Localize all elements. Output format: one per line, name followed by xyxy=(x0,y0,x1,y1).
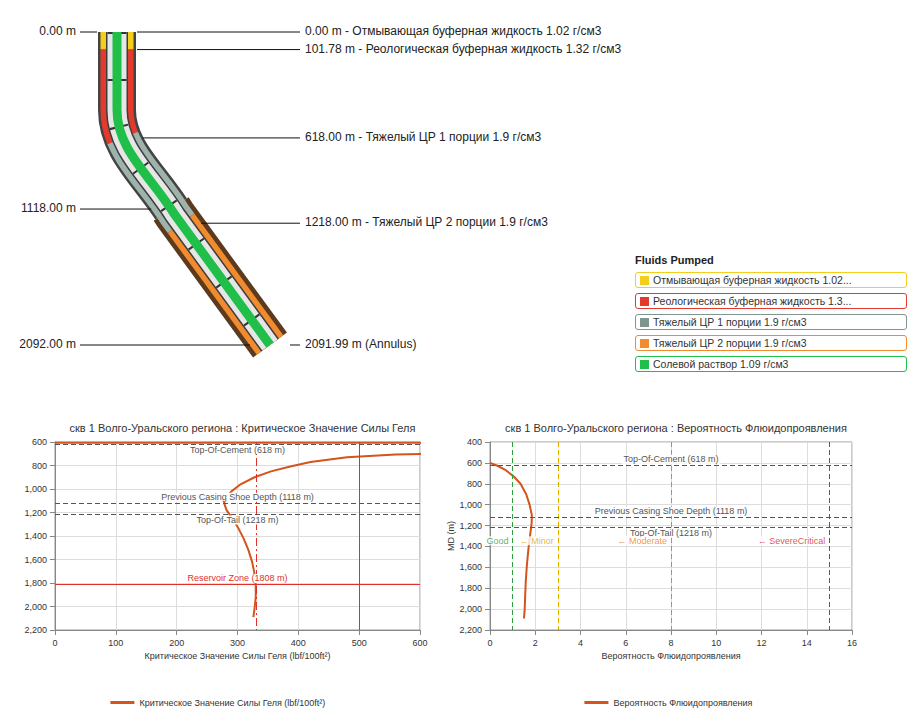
svg-text:101.78 m - Реологическая буфер: 101.78 m - Реологическая буферная жидкос… xyxy=(305,42,621,56)
svg-text:1,800: 1,800 xyxy=(24,578,47,588)
svg-text:Вероятность Флюидопроявления: Вероятность Флюидопроявления xyxy=(601,651,740,661)
svg-text:600: 600 xyxy=(467,458,482,468)
html-text:Тяжелый ЦР 1 порции 1.9 г/см3: Тяжелый ЦР 1 порции 1.9 г/см3 xyxy=(653,316,807,328)
svg-text:2,000: 2,000 xyxy=(459,604,482,614)
html-text:Fluids Pumped: Fluids Pumped xyxy=(635,254,714,266)
html-text:Реологическая буферная жидкост: Реологическая буферная жидкость 1.3... xyxy=(653,295,852,307)
svg-text:1,600: 1,600 xyxy=(24,555,47,565)
svg-text:1218.00 m - Тяжелый ЦР 2 порци: 1218.00 m - Тяжелый ЦР 2 порции 1.9 г/см… xyxy=(305,215,548,229)
svg-text:Критическое Значение Силы Геля: Критическое Значение Силы Геля (lbf/100f… xyxy=(145,651,331,661)
svg-text:1,200: 1,200 xyxy=(459,521,482,531)
svg-text:2091.99 m (Annulus): 2091.99 m (Annulus) xyxy=(305,337,416,351)
svg-text:MD (m): MD (m) xyxy=(446,521,456,551)
svg-text:0.00 m: 0.00 m xyxy=(39,24,76,38)
svg-text:16: 16 xyxy=(847,638,857,648)
svg-text:1,600: 1,600 xyxy=(459,562,482,572)
svg-text:10: 10 xyxy=(711,638,721,648)
svg-text:1,400: 1,400 xyxy=(459,541,482,551)
svg-text:1,200: 1,200 xyxy=(24,508,47,518)
svg-text:14: 14 xyxy=(802,638,812,648)
svg-text:← SevereCritical: ← SevereCritical xyxy=(758,536,826,546)
svg-text:600: 600 xyxy=(32,437,47,447)
svg-text:800: 800 xyxy=(467,479,482,489)
svg-text:1118.00 m: 1118.00 m xyxy=(21,201,76,215)
svg-text:200: 200 xyxy=(169,638,184,648)
svg-text:Top-Of-Tail (1218 m): Top-Of-Tail (1218 m) xyxy=(196,515,278,525)
svg-text:Reservoir Zone (1808 m): Reservoir Zone (1808 m) xyxy=(187,573,287,583)
svg-text:2092.00 m: 2092.00 m xyxy=(19,337,76,351)
svg-text:2,000: 2,000 xyxy=(24,602,47,612)
svg-text:0: 0 xyxy=(487,638,492,648)
svg-text:2: 2 xyxy=(533,638,538,648)
svg-text:400: 400 xyxy=(291,638,306,648)
svg-text:Top-Of-Cement (618 m): Top-Of-Cement (618 m) xyxy=(623,454,718,464)
svg-text:2,200: 2,200 xyxy=(24,625,47,635)
svg-text:618.00 m - Тяжелый ЦР 1 порции: 618.00 m - Тяжелый ЦР 1 порции 1.9 г/см3 xyxy=(305,130,541,144)
html-text:Отмывающая буферная жидкость 1: Отмывающая буферная жидкость 1.02... xyxy=(653,274,852,286)
svg-text:500: 500 xyxy=(352,638,367,648)
svg-text:Previous Casing Shoe Depth (11: Previous Casing Shoe Depth (1118 m) xyxy=(161,492,314,502)
svg-text:← Minor: ← Minor xyxy=(520,536,554,546)
svg-text:← Moderate: ← Moderate xyxy=(617,536,667,546)
svg-text:12: 12 xyxy=(756,638,766,648)
svg-text:Критическое Значение Силы Геля: Критическое Значение Силы Геля (lbf/100f… xyxy=(139,698,325,708)
svg-text:1,000: 1,000 xyxy=(459,500,482,510)
svg-text:1,800: 1,800 xyxy=(459,583,482,593)
svg-text:0.00 m - Отмывающая буферная ж: 0.00 m - Отмывающая буферная жидкость 1.… xyxy=(305,24,602,38)
svg-text:Вероятность Флюидопроявления: Вероятность Флюидопроявления xyxy=(613,698,752,708)
svg-text:Top-Of-Cement (618 m): Top-Of-Cement (618 m) xyxy=(190,445,285,455)
html-text:Солевой раствор 1.09 г/см3: Солевой раствор 1.09 г/см3 xyxy=(653,358,789,370)
svg-text:100: 100 xyxy=(108,638,123,648)
svg-text:1,000: 1,000 xyxy=(24,484,47,494)
svg-text:Good: Good xyxy=(487,536,509,546)
svg-text:600: 600 xyxy=(412,638,427,648)
svg-text:8: 8 xyxy=(668,638,673,648)
svg-text:1,400: 1,400 xyxy=(24,531,47,541)
svg-text:Top-Of-Tail (1218 m): Top-Of-Tail (1218 m) xyxy=(630,527,712,538)
svg-text:скв 1 Волго-Уральского региона: скв 1 Волго-Уральского региона : Критиче… xyxy=(70,422,416,434)
svg-text:0: 0 xyxy=(52,638,57,648)
svg-text:6: 6 xyxy=(623,638,628,648)
svg-text:4: 4 xyxy=(578,638,583,648)
svg-text:800: 800 xyxy=(32,461,47,471)
html-text:Тяжелый ЦР 2 порции 1.9 г/см3: Тяжелый ЦР 2 порции 1.9 г/см3 xyxy=(653,337,807,349)
svg-text:300: 300 xyxy=(230,638,245,648)
svg-text:2,200: 2,200 xyxy=(459,625,482,635)
svg-text:400: 400 xyxy=(467,437,482,447)
svg-text:скв 1 Волго-Уральского региона: скв 1 Волго-Уральского региона : Вероятн… xyxy=(505,422,847,434)
svg-text:Previous Casing Shoe Depth (11: Previous Casing Shoe Depth (1118 m) xyxy=(595,506,748,516)
